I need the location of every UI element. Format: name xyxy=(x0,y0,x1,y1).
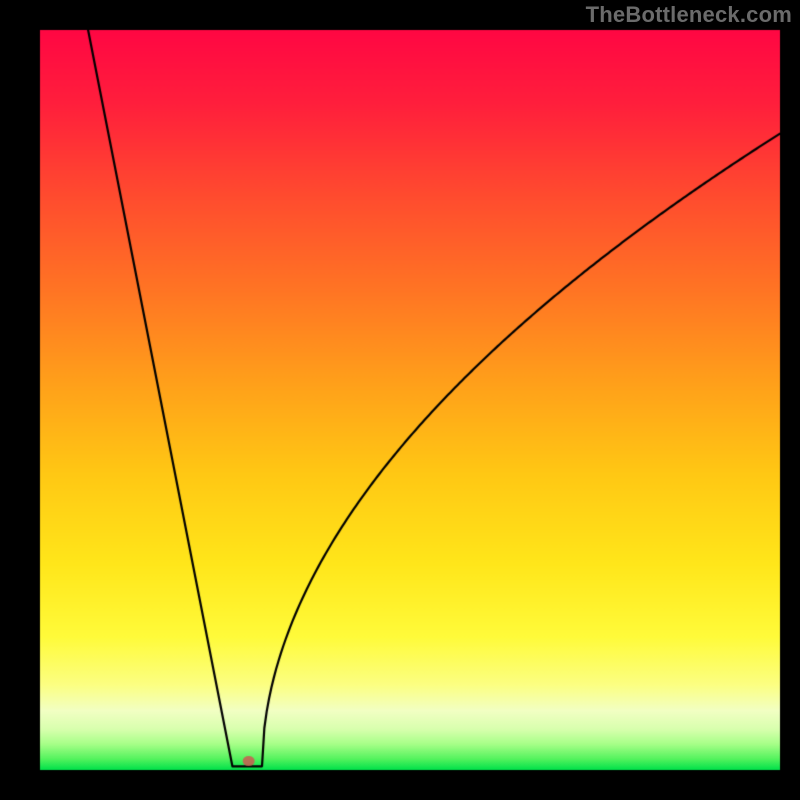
bottleneck-chart-canvas xyxy=(0,0,800,800)
chart-stage: TheBottleneck.com xyxy=(0,0,800,800)
